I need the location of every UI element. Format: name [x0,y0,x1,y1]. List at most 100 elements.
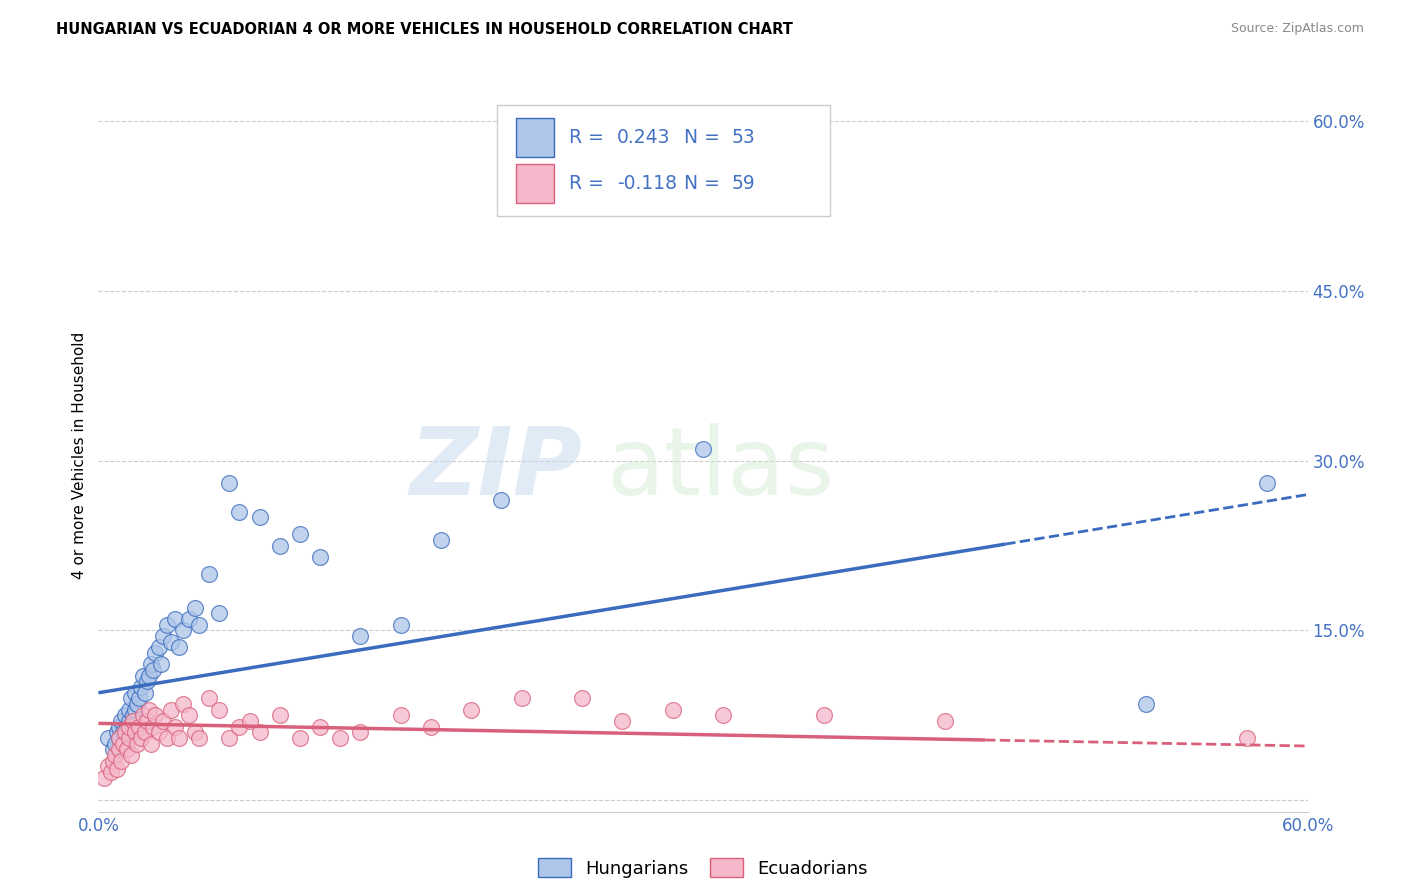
Text: -0.118: -0.118 [617,174,678,194]
Point [329,731,352,745]
Point [309,549,332,564]
Point [309,720,332,734]
Text: N =: N = [683,128,725,147]
Point [1135,697,1157,711]
Text: Source: ZipAtlas.com: Source: ZipAtlas.com [1230,22,1364,36]
Point [269,539,291,553]
Point [692,442,714,457]
Point [163,720,186,734]
Point [228,720,250,734]
Point [111,737,134,751]
Point [934,714,956,728]
Point [139,737,162,751]
Point [139,657,162,672]
Text: atlas: atlas [606,423,835,516]
Point [142,720,165,734]
Point [172,697,194,711]
Point [218,731,240,745]
Point [389,617,412,632]
Point [132,708,155,723]
Point [142,663,165,677]
Point [188,617,211,632]
Point [149,657,172,672]
Point [101,742,124,756]
Point [114,725,136,739]
Point [152,714,174,728]
Point [103,737,125,751]
Point [128,720,150,734]
Point [125,737,148,751]
Point [124,686,146,700]
Point [239,714,262,728]
Point [121,714,143,728]
Point [269,708,291,723]
Point [118,714,141,728]
Point [105,725,128,739]
Point [218,476,240,491]
Point [228,504,250,518]
Point [349,725,371,739]
Point [135,674,157,689]
Point [460,703,482,717]
Point [571,193,593,207]
Point [115,720,138,734]
Point [249,510,271,524]
Point [125,697,148,711]
Point [349,629,371,643]
Point [198,566,221,581]
Text: R =: R = [569,174,610,194]
Point [163,612,186,626]
Point [118,731,141,745]
Point [135,714,157,728]
Point [184,600,207,615]
Point [208,703,231,717]
Point [93,771,115,785]
Point [118,720,141,734]
Point [1236,731,1258,745]
Point [143,708,166,723]
Point [115,742,138,756]
Point [128,691,150,706]
Point [97,759,120,773]
Point [661,703,683,717]
Point [148,640,170,655]
Text: N =: N = [683,174,725,194]
Point [110,754,132,768]
Text: R =: R = [569,128,610,147]
Point [208,607,231,621]
Point [288,527,311,541]
Point [156,617,179,632]
Point [184,725,207,739]
Point [120,691,142,706]
Y-axis label: 4 or more Vehicles in Household: 4 or more Vehicles in Household [72,331,87,579]
Point [107,720,129,734]
Point [288,731,311,745]
Point [430,533,453,547]
Point [107,731,129,745]
Point [167,640,190,655]
Point [100,765,122,780]
Text: HUNGARIAN VS ECUADORIAN 4 OR MORE VEHICLES IN HOUSEHOLD CORRELATION CHART: HUNGARIAN VS ECUADORIAN 4 OR MORE VEHICL… [56,22,793,37]
FancyBboxPatch shape [516,164,554,203]
Point [121,708,143,723]
Point [249,725,271,739]
Text: 0.243: 0.243 [617,128,671,147]
Point [105,762,128,776]
Point [160,635,183,649]
Point [177,612,201,626]
Point [156,731,179,745]
Point [134,725,156,739]
Point [148,725,170,739]
Point [813,708,835,723]
Point [160,703,183,717]
FancyBboxPatch shape [498,105,830,216]
Point [188,731,211,745]
Point [103,748,125,763]
Text: 53: 53 [733,128,756,147]
Point [114,708,136,723]
Point [1256,476,1278,491]
Legend: Hungarians, Ecuadorians: Hungarians, Ecuadorians [531,851,875,885]
Point [124,725,146,739]
Point [711,708,734,723]
Point [138,703,160,717]
